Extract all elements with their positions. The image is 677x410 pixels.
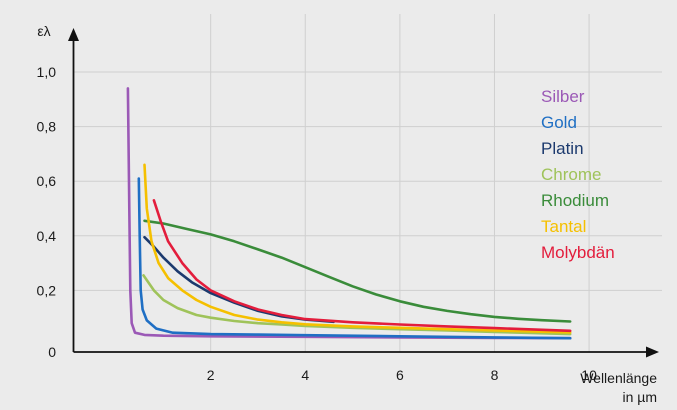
series-line-4 <box>142 274 572 336</box>
y-tick-label: 0,4 <box>37 228 57 244</box>
legend: Silber Gold Platin Chrome Rhodium Tantal Molyb… <box>541 87 615 262</box>
x-tick-label: 4 <box>301 367 309 383</box>
y-tick-label: 0,6 <box>37 173 57 189</box>
y-tick-label: 0 <box>48 344 56 360</box>
x-axis-title-line1: Wellenlänge <box>580 370 657 386</box>
axes <box>68 28 659 358</box>
series-line-5 <box>143 219 572 323</box>
tick-labels: 2 4 6 8 10 0 0,2 0,4 0,6 0,8 1,0 <box>37 64 598 383</box>
y-axis-arrow <box>68 28 79 41</box>
x-axis-title-line2: in µm <box>622 389 657 405</box>
y-tick-label: 0,2 <box>37 282 57 298</box>
legend-item: Silber <box>541 87 585 106</box>
legend-item: Platin <box>541 139 584 158</box>
x-tick-label: 2 <box>207 367 215 383</box>
y-tick-label: 1,0 <box>37 64 57 80</box>
legend-item: Rhodium <box>541 191 609 210</box>
legend-item: Chrome <box>541 165 601 184</box>
x-tick-label: 6 <box>396 367 404 383</box>
legend-item: Tantal <box>541 217 586 236</box>
series-line-7 <box>152 199 572 333</box>
x-axis-arrow <box>646 346 659 358</box>
series-line-2 <box>137 177 572 340</box>
y-tick-label: 0,8 <box>37 119 57 135</box>
y-axis-title: ελ <box>37 23 50 39</box>
series-line-6 <box>143 163 572 334</box>
legend-item: Molybdän <box>541 243 615 262</box>
x-tick-label: 8 <box>491 367 499 383</box>
x-tick-label: 10 <box>581 367 597 383</box>
series-lines <box>126 87 572 340</box>
legend-item: Gold <box>541 113 577 132</box>
